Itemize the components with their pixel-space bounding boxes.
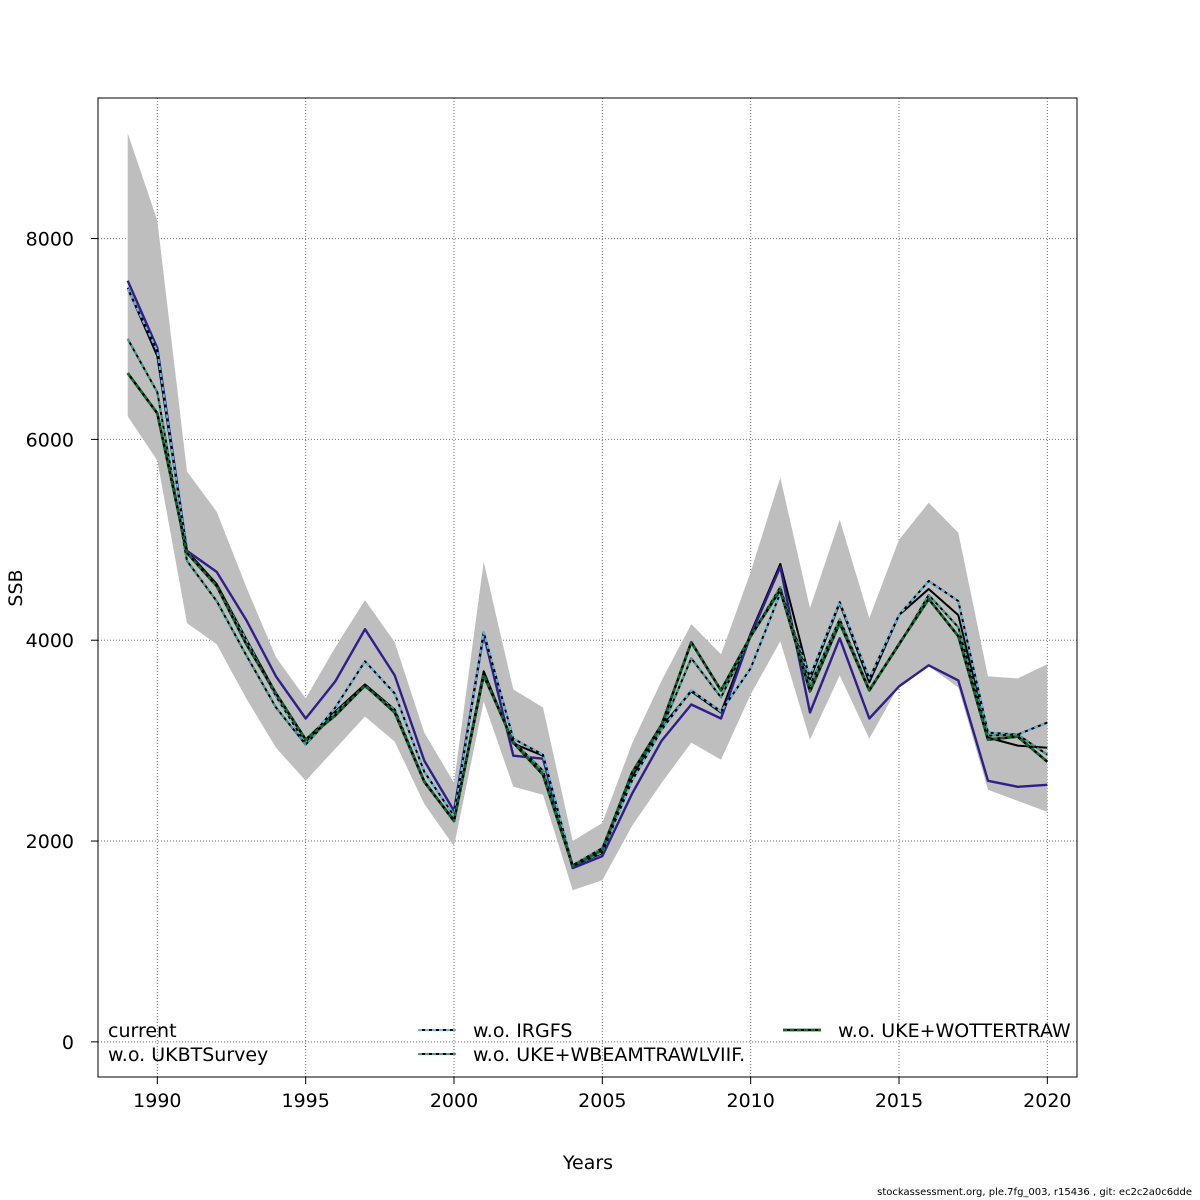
footer-credit: stockassessment.org, ple.7fg_003, r15436…	[877, 1187, 1192, 1198]
y-tick-label-4000: 4000	[26, 630, 74, 652]
legend-label-ottertrawl: w.o. UKE+WOTTERTRAW	[838, 1020, 1071, 1042]
x-axis-title: Years	[562, 1152, 613, 1174]
x-tick-label-2010: 2010	[726, 1090, 774, 1112]
x-tick-label-2020: 2020	[1023, 1090, 1071, 1112]
plot-frame	[97, 97, 1078, 1078]
x-tick-label-1995: 1995	[281, 1090, 329, 1112]
confidence-band-area	[127, 133, 1048, 891]
y-axis-title: SSB	[5, 569, 27, 606]
y-tick-label-2000: 2000	[26, 831, 74, 853]
series-lines	[126, 280, 1049, 870]
x-tick-label-2005: 2005	[578, 1090, 626, 1112]
y-tick-label-8000: 8000	[26, 229, 74, 251]
y-tick-label-6000: 6000	[26, 429, 74, 451]
confidence-band	[127, 133, 1048, 891]
legend-label-ukbtsurvey: w.o. UKBTSurvey	[108, 1044, 268, 1066]
x-tick-label-2015: 2015	[875, 1090, 923, 1112]
series-line-w-o-uke-wottertrawl	[126, 372, 1049, 868]
legend: current w.o. UKBTSurvey w.o. IRGFS w.o. …	[108, 1020, 1071, 1066]
legend-label-beamtrawl: w.o. UKE+WBEAMTRAWLVIIF.	[473, 1044, 745, 1066]
series-line-w-o-ukbtsurvey	[126, 280, 1048, 870]
y-tick-label-0: 0	[62, 1032, 74, 1054]
x-tick-label-2000: 2000	[430, 1090, 478, 1112]
x-tick-label-1990: 1990	[133, 1090, 181, 1112]
y-axis-ticks: 0 2000 4000 6000 8000	[26, 229, 98, 1054]
legend-label-irgfs: w.o. IRGFS	[473, 1020, 572, 1042]
legend-label-current: current	[108, 1020, 177, 1042]
x-axis-ticks: 1990 1995 2000 2005 2010 2015 2020	[133, 1077, 1072, 1112]
